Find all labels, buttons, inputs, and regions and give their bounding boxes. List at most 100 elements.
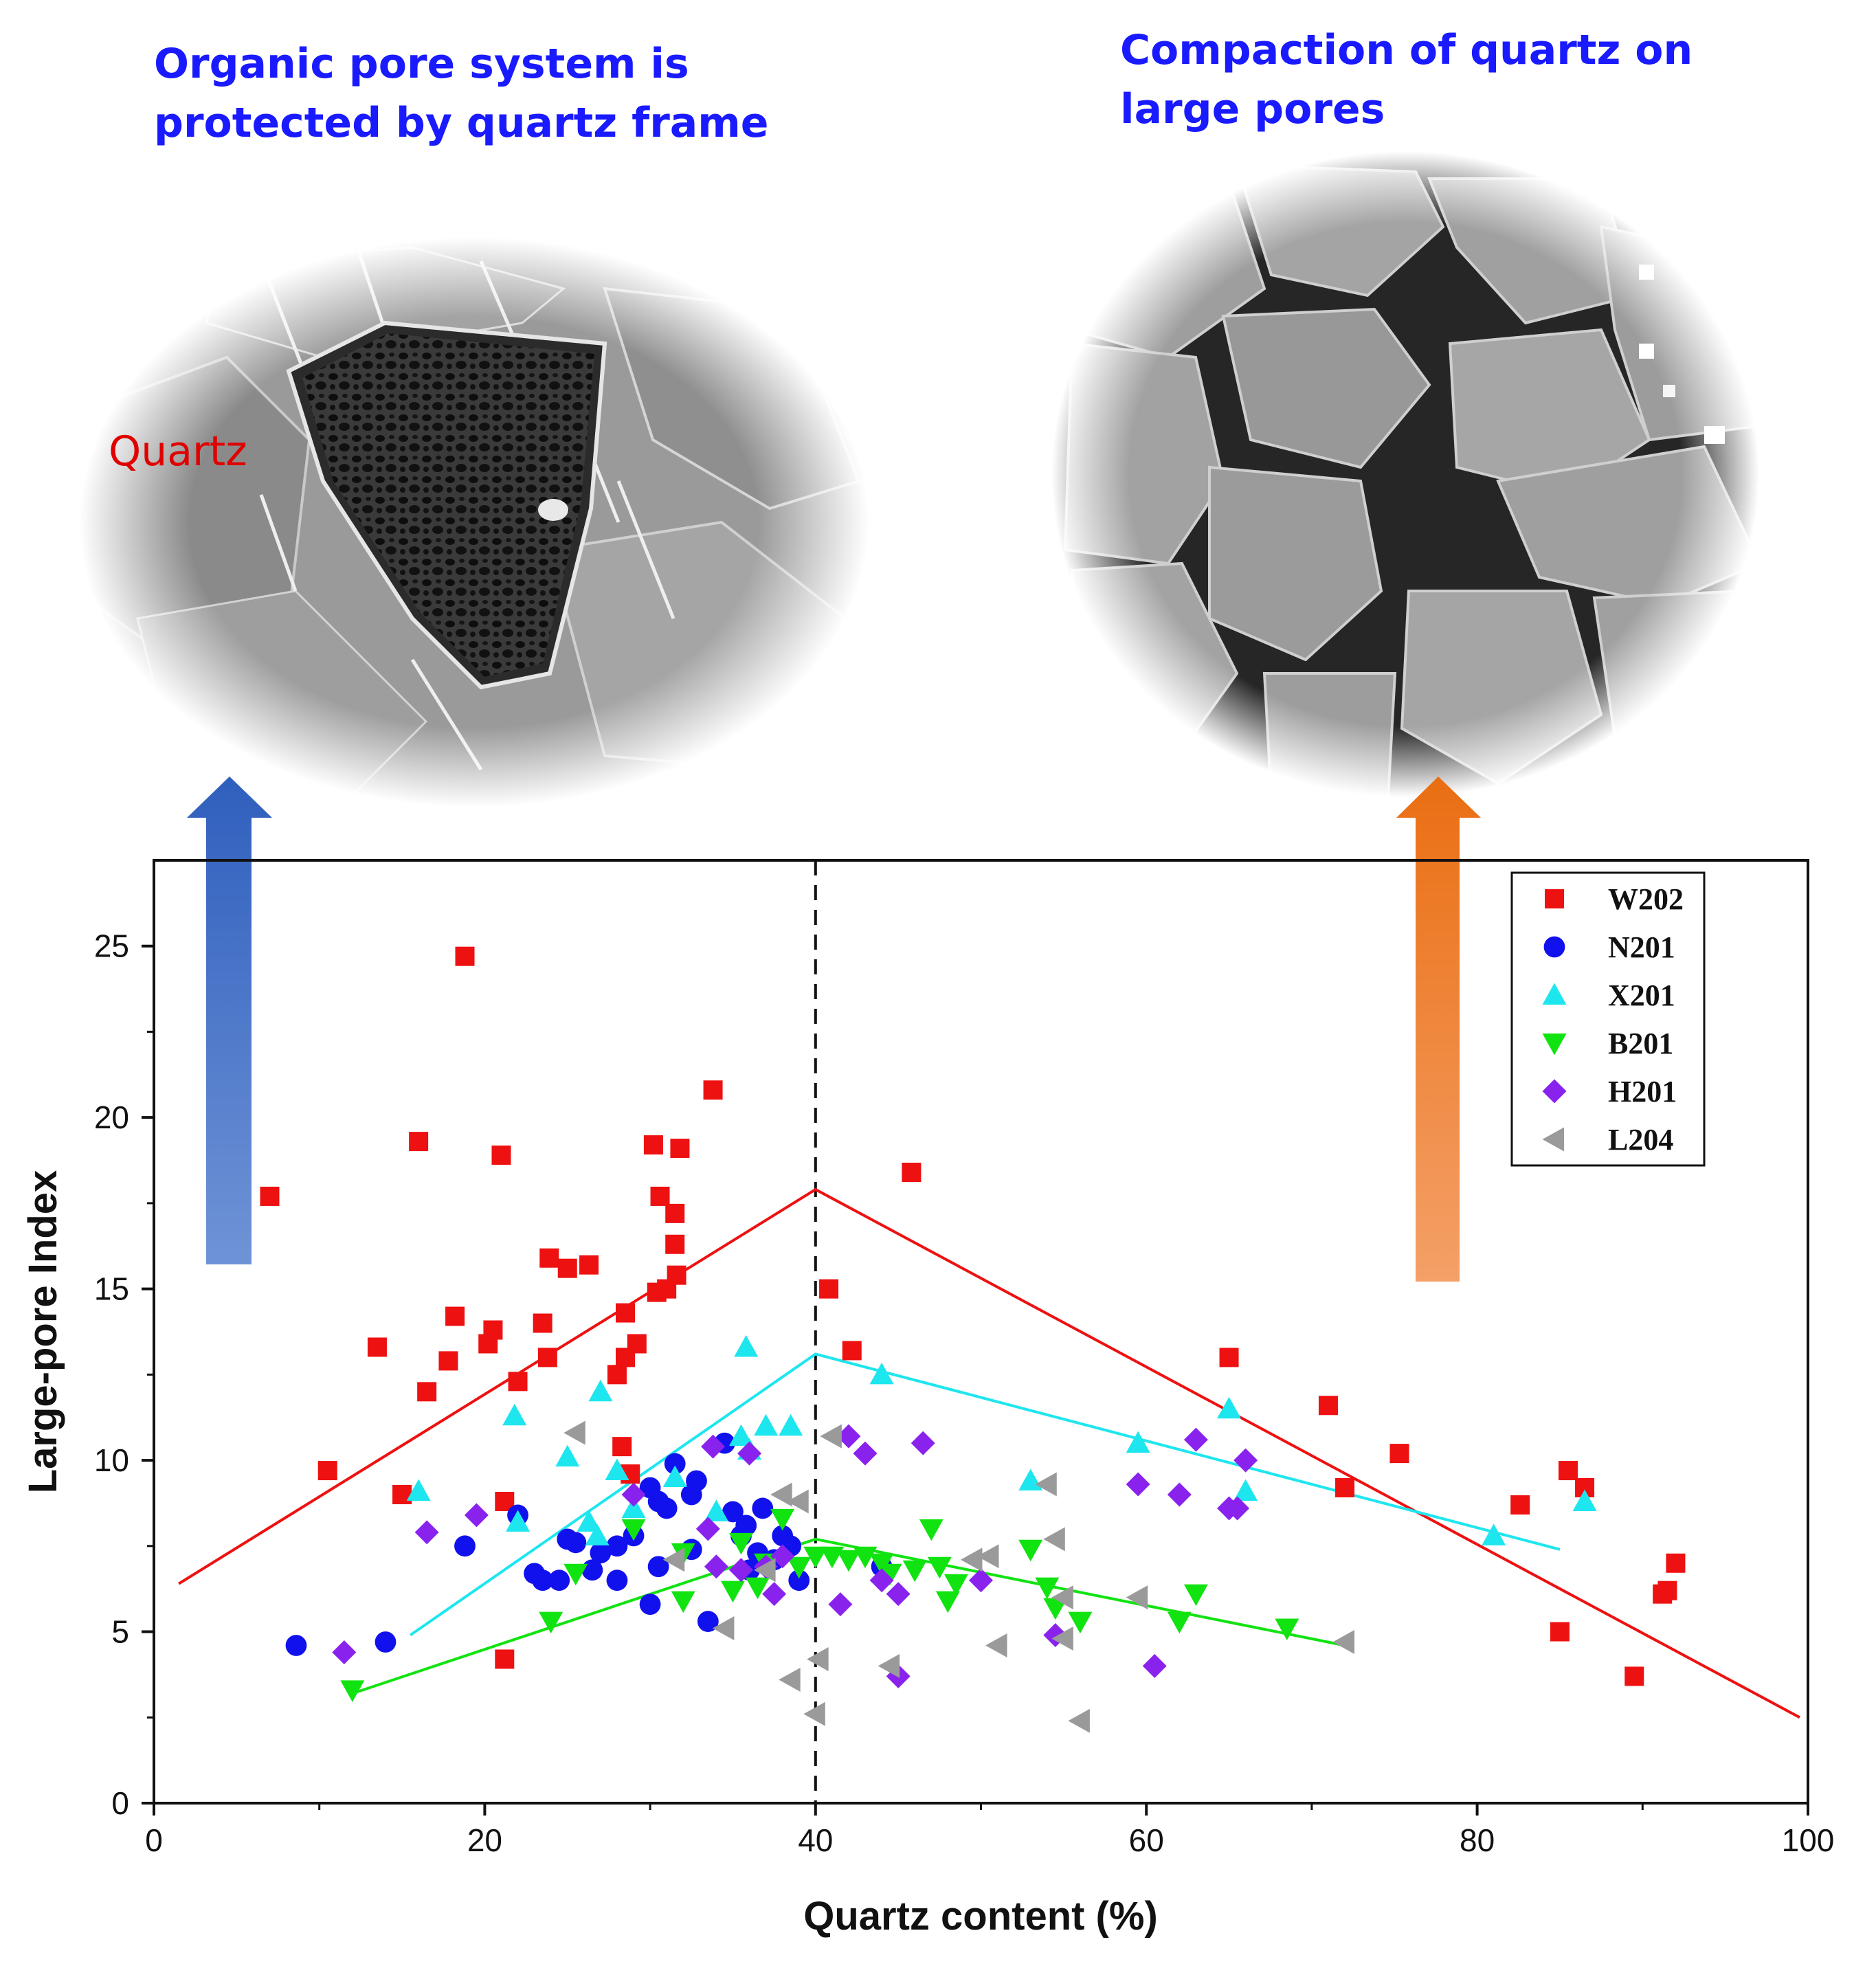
h201-point (869, 1568, 894, 1593)
n201-point (548, 1570, 570, 1591)
b201-point (563, 1563, 588, 1586)
trend-lines (178, 1187, 1800, 1719)
caption-right: Compaction of quartz on large pores (1120, 21, 1807, 139)
l204-point (820, 1424, 842, 1449)
w202-point (615, 1303, 635, 1323)
n201-point (532, 1570, 554, 1591)
b201-point (1018, 1539, 1043, 1562)
caption-left: Organic pore system is protected by quar… (154, 34, 841, 153)
data-points (260, 946, 1686, 1733)
h201-point (704, 1554, 728, 1579)
l204-point (787, 1489, 809, 1514)
w202-point (627, 1334, 647, 1354)
y-tick-label: 5 (111, 1614, 129, 1650)
h201-point (332, 1640, 357, 1664)
h201-point (414, 1520, 439, 1545)
w202-point (643, 1135, 663, 1155)
w202-point (1550, 1622, 1570, 1642)
l204-point (779, 1667, 801, 1692)
n201-point (565, 1532, 587, 1554)
w202-point (670, 1139, 690, 1159)
h201-point (969, 1568, 993, 1593)
n201-point (735, 1515, 757, 1537)
x-tick-label: 20 (467, 1822, 502, 1858)
h201-point (1167, 1482, 1192, 1507)
w202-point (438, 1351, 458, 1371)
n201-point (686, 1470, 707, 1492)
axis-ticks (142, 944, 1809, 1816)
w202-point (612, 1437, 632, 1457)
h201-point (737, 1441, 762, 1466)
arrow-up-right (1396, 777, 1481, 1282)
arrow-up-left (187, 777, 272, 1264)
w202-point (317, 1461, 337, 1481)
legend: W202 N201 X201 B201 H201 L204 (1510, 871, 1706, 1167)
b201-point (902, 1560, 927, 1583)
b201-point (539, 1611, 563, 1634)
legend-marker-x201 (1542, 983, 1567, 1005)
w202-point (533, 1313, 552, 1333)
w202-point (607, 1365, 627, 1385)
w202-point (819, 1279, 839, 1299)
legend-marker-w202 (1545, 889, 1564, 908)
x201-point (779, 1414, 803, 1436)
x201-point (1217, 1396, 1242, 1419)
w202-point (557, 1258, 577, 1278)
legend-marker-n201 (1543, 936, 1565, 958)
legend-box (1510, 871, 1706, 1167)
w202-point (1510, 1495, 1530, 1515)
b201-point (746, 1577, 770, 1600)
y-tick-label: 20 (94, 1099, 129, 1135)
sem-photo-right (1051, 151, 1761, 798)
l204-point (960, 1548, 983, 1572)
b201-point (720, 1581, 745, 1603)
legend-marker-b201 (1542, 1034, 1567, 1055)
h201-point (1183, 1427, 1208, 1452)
b201-point (621, 1519, 646, 1541)
h201-point (621, 1482, 646, 1507)
w202-point (539, 1248, 559, 1268)
n201-point (375, 1631, 397, 1653)
l204-point (803, 1701, 825, 1726)
l204-point (1068, 1708, 1090, 1733)
w202-point (260, 1186, 280, 1206)
w202-point (667, 1265, 686, 1285)
l204-point (754, 1558, 776, 1583)
y-tick-label: 10 (94, 1442, 129, 1478)
l204-point (1035, 1472, 1057, 1497)
y-tick-label: 25 (94, 928, 129, 964)
b201-point (1183, 1584, 1208, 1607)
b201-point (1275, 1618, 1299, 1641)
w202-point (491, 1146, 511, 1165)
n201-point (647, 1556, 669, 1578)
w202-point (1219, 1348, 1239, 1367)
legend-label-x201: X201 (1608, 979, 1675, 1012)
h201-point (1225, 1496, 1250, 1521)
x201-point (621, 1496, 646, 1518)
w202-point (1657, 1581, 1677, 1600)
l204-point (1332, 1630, 1355, 1655)
w202-point (483, 1320, 503, 1340)
x-tick-label: 0 (145, 1822, 163, 1858)
caption-left-line-1: Organic pore system is (154, 40, 689, 88)
h201-point (728, 1558, 753, 1583)
x201-point (1572, 1489, 1597, 1511)
legend-label-h201: H201 (1608, 1075, 1677, 1108)
x201-point (662, 1465, 687, 1488)
W202-trend-line (178, 1187, 1800, 1719)
n201-point (639, 1594, 661, 1616)
w202-point (1558, 1461, 1578, 1481)
n201-point (788, 1570, 810, 1591)
n201-point (606, 1535, 628, 1557)
w202-point (1666, 1553, 1686, 1573)
h201-point (1142, 1653, 1167, 1678)
w202-point (703, 1080, 723, 1100)
w202-point (902, 1163, 922, 1183)
x201-point (704, 1499, 728, 1521)
b201-point (943, 1574, 968, 1596)
w202-point (455, 946, 475, 966)
legend-label-l204: L204 (1608, 1123, 1673, 1157)
b201-point (728, 1532, 753, 1555)
b201-point (1167, 1611, 1192, 1634)
